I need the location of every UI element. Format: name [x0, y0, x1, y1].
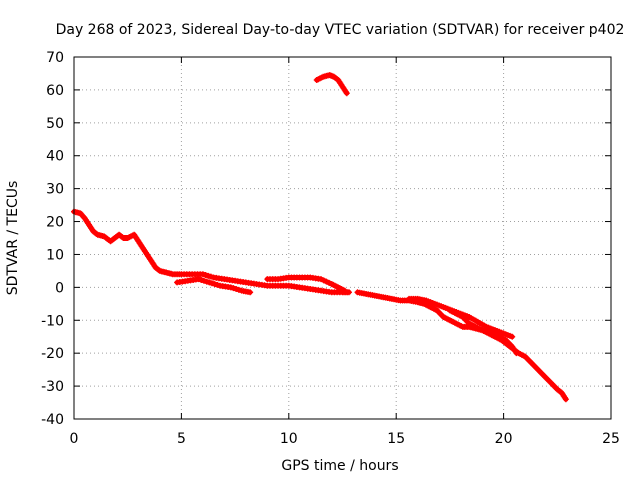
- data-point: [206, 279, 213, 286]
- data-points: [71, 72, 569, 403]
- data-point: [155, 267, 162, 274]
- y-tick-label: -10: [41, 313, 64, 329]
- x-tick-label: 25: [602, 431, 620, 447]
- y-tick-label: -20: [41, 346, 64, 362]
- data-point: [200, 277, 207, 284]
- data-point: [562, 396, 569, 403]
- x-tick-label: 20: [495, 431, 513, 447]
- data-point: [247, 289, 254, 296]
- x-axis-label: GPS time / hours: [281, 458, 398, 474]
- data-point: [198, 276, 205, 283]
- y-tick-label: -30: [41, 379, 64, 395]
- y-tick-label: 0: [55, 280, 64, 296]
- data-point: [203, 278, 210, 285]
- y-tick-label: 30: [46, 182, 64, 198]
- y-tick-label: -40: [41, 412, 64, 428]
- axis-ticks: 0 5 10 15 20 25 -40 -30 -20 -10 0 10 20 30 40 50 60 70: [41, 50, 620, 447]
- data-point: [227, 284, 234, 291]
- data-point: [214, 281, 221, 288]
- x-tick-label: 5: [177, 431, 186, 447]
- data-point: [320, 277, 327, 284]
- y-axis-label: SDTVAR / TECUs: [5, 181, 21, 296]
- data-point: [205, 272, 212, 279]
- data-point: [230, 285, 237, 292]
- data-point: [199, 271, 206, 278]
- data-point: [345, 289, 352, 296]
- data-point: [211, 281, 218, 288]
- y-tick-label: 50: [46, 116, 64, 132]
- data-point: [513, 350, 520, 357]
- data-point: [326, 279, 333, 286]
- y-tick-label: 20: [46, 215, 64, 231]
- x-tick-label: 0: [70, 431, 79, 447]
- data-point: [323, 278, 330, 285]
- data-point: [318, 276, 325, 283]
- data-point: [195, 276, 202, 283]
- y-tick-label: 70: [46, 50, 64, 66]
- data-point: [207, 273, 214, 280]
- data-point: [209, 280, 216, 287]
- y-tick-label: 10: [46, 247, 64, 263]
- data-point: [202, 272, 209, 279]
- x-tick-label: 10: [280, 431, 298, 447]
- data-point: [343, 90, 350, 97]
- data-point: [341, 287, 348, 294]
- y-tick-label: 60: [46, 83, 64, 99]
- chart-title: Day 268 of 2023, Sidereal Day-to-day VTE…: [56, 22, 625, 38]
- data-point: [93, 230, 100, 237]
- data-point: [235, 286, 242, 293]
- y-tick-label: 40: [46, 149, 64, 165]
- plot-frame: [73, 56, 612, 420]
- data-point: [509, 333, 516, 340]
- data-point: [233, 286, 240, 293]
- x-tick-label: 15: [387, 431, 405, 447]
